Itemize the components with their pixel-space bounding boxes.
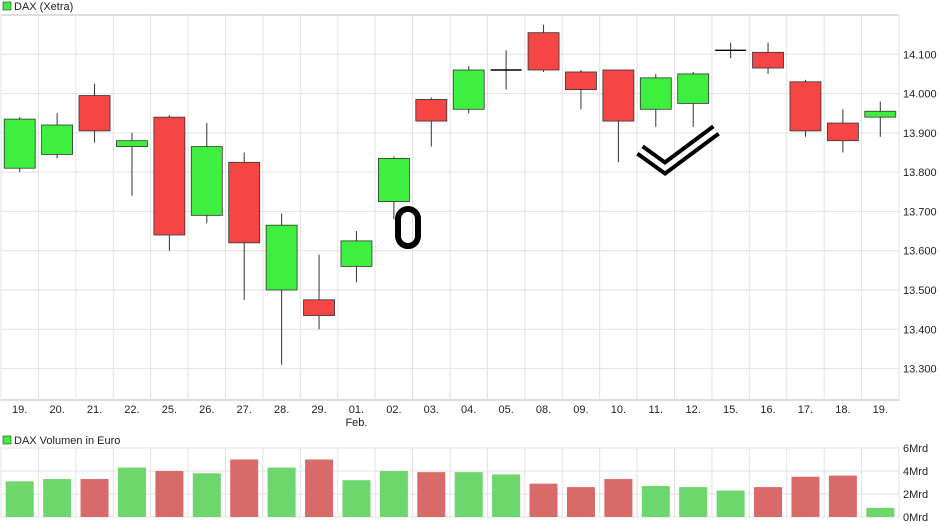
price-title: DAX (Xetra) <box>14 1 73 13</box>
volume-bar <box>379 471 408 517</box>
x-tick-label: 25. <box>162 404 177 416</box>
volume-bar <box>230 459 259 517</box>
volume-ytick-label: 4Mrd <box>903 466 928 478</box>
price-ytick-label: 13.700 <box>903 206 937 218</box>
candle-body <box>41 124 74 155</box>
price-ytick-label: 14.000 <box>903 89 937 101</box>
x-tick-label: 05. <box>498 404 513 416</box>
x-tick-label: 02. <box>386 404 401 416</box>
x-tick-label: 20. <box>49 404 64 416</box>
volume-bar <box>305 459 334 517</box>
x-tick-label: 09. <box>573 404 588 416</box>
volume-bar <box>791 476 820 517</box>
volume-legend-green-square-icon <box>2 435 12 445</box>
volume-bar <box>529 483 558 517</box>
candle-body <box>565 71 597 91</box>
candle-body <box>3 118 36 169</box>
volume-bar <box>454 472 483 517</box>
volume-bar <box>716 490 745 517</box>
x-tick-label: 17. <box>798 404 813 416</box>
price-ytick-label: 13.300 <box>903 364 937 376</box>
x-tick-label: 26. <box>199 404 214 416</box>
candle-body <box>452 69 485 110</box>
candle-body <box>228 161 261 244</box>
x-tick-label: 12. <box>686 404 701 416</box>
candle-body <box>826 122 859 142</box>
candle-body <box>415 99 448 122</box>
price-panel: 13.300 13.400 13.500 13.600 13.700 13.800 13.9… <box>0 14 937 429</box>
volume-bar <box>492 474 521 517</box>
volume-ytick-label: 0Mrd <box>903 512 928 524</box>
volume-ytick-label: 6Mrd <box>903 443 928 455</box>
volume-bar <box>417 472 446 517</box>
candle-body <box>677 73 710 104</box>
x-tick-label: 10. <box>611 404 626 416</box>
volume-bar <box>566 487 595 517</box>
x-month-label: Feb. <box>345 417 367 429</box>
candle-body <box>752 51 784 69</box>
volume-bar <box>155 471 184 517</box>
x-tick-label: 16. <box>760 404 775 416</box>
candle-body <box>639 77 672 110</box>
volume-bar <box>80 479 109 517</box>
x-tick-label: 19. <box>12 404 27 416</box>
candle-body <box>527 32 560 71</box>
price-ytick-label: 14.100 <box>903 49 937 61</box>
volume-bar <box>267 467 296 517</box>
volume-bar <box>117 467 146 517</box>
candle-body <box>377 157 410 203</box>
price-ytick-label: 13.900 <box>903 128 937 140</box>
price-ytick-label: 13.500 <box>903 285 937 297</box>
volume-ytick-label: 2Mrd <box>903 489 928 501</box>
x-tick-label: 28. <box>274 404 289 416</box>
price-legend-green-square-icon <box>2 1 12 11</box>
x-tick-label: 15. <box>723 404 738 416</box>
volume-bar <box>43 479 72 517</box>
x-tick-label: 08. <box>536 404 551 416</box>
candle-body <box>153 116 186 236</box>
x-tick-label: 11. <box>649 404 663 416</box>
price-ytick-label: 13.600 <box>903 246 937 258</box>
volume-bar <box>754 487 783 517</box>
x-tick-label: 22. <box>124 404 139 416</box>
candle-body <box>190 146 223 216</box>
volume-bar <box>192 473 221 517</box>
price-ytick-label: 13.400 <box>903 324 937 336</box>
volume-bar <box>641 485 670 517</box>
x-tick-label: 27. <box>237 404 252 416</box>
volume-bar <box>866 507 895 517</box>
x-tick-label: 19. <box>873 404 888 416</box>
volume-bar <box>679 487 708 517</box>
candle-body <box>78 95 111 132</box>
candle-body <box>864 110 897 118</box>
price-ytick-label: 13.800 <box>903 167 937 179</box>
volume-title: DAX Volumen in Euro <box>14 435 120 447</box>
x-tick-label: 01. <box>349 404 364 416</box>
x-tick-label: 03. <box>424 404 439 416</box>
x-tick-label: 18. <box>835 404 850 416</box>
candle-body <box>602 69 635 122</box>
volume-panel: 0Mrd 2Mrd 4Mrd 6Mrd <box>0 443 928 524</box>
checkmark-icon-inner <box>638 127 718 172</box>
candle-body <box>789 81 822 132</box>
x-tick-label: 29. <box>311 404 326 416</box>
volume-bar <box>604 479 633 517</box>
volume-bar <box>828 475 857 517</box>
x-tick-label: 21. <box>87 404 102 416</box>
candle-body <box>340 240 373 267</box>
candle-body <box>265 224 298 291</box>
candle-body <box>116 140 148 148</box>
candle-body <box>303 299 335 316</box>
volume-bar <box>5 481 34 517</box>
x-tick-label: 04. <box>461 404 476 416</box>
oval-marker-icon <box>395 206 421 249</box>
volume-bar <box>342 480 371 517</box>
